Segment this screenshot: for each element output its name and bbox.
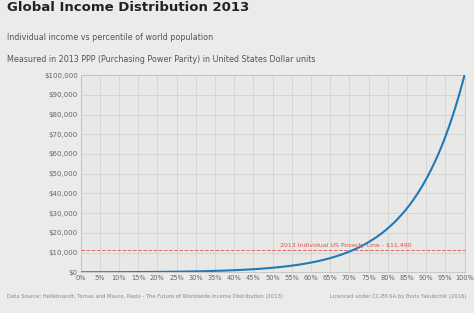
Text: Measured in 2013 PPP (Purchasing Power Parity) in United States Dollar units: Measured in 2013 PPP (Purchasing Power P… <box>7 55 316 64</box>
Text: Licenced under CC-BY-SA by Boris Yakubchik (2016): Licenced under CC-BY-SA by Boris Yakubch… <box>330 294 467 299</box>
Text: Global Income Distribution 2013: Global Income Distribution 2013 <box>7 1 249 14</box>
Text: 2013 Individual US Poverty Line - $11,490: 2013 Individual US Poverty Line - $11,49… <box>280 243 412 248</box>
Text: Data Source: Hellebrandt, Tomas and Mauro, Paolo - The Future of Worldwide Incom: Data Source: Hellebrandt, Tomas and Maur… <box>7 294 283 299</box>
Text: Individual income vs percentile of world population: Individual income vs percentile of world… <box>7 33 213 42</box>
